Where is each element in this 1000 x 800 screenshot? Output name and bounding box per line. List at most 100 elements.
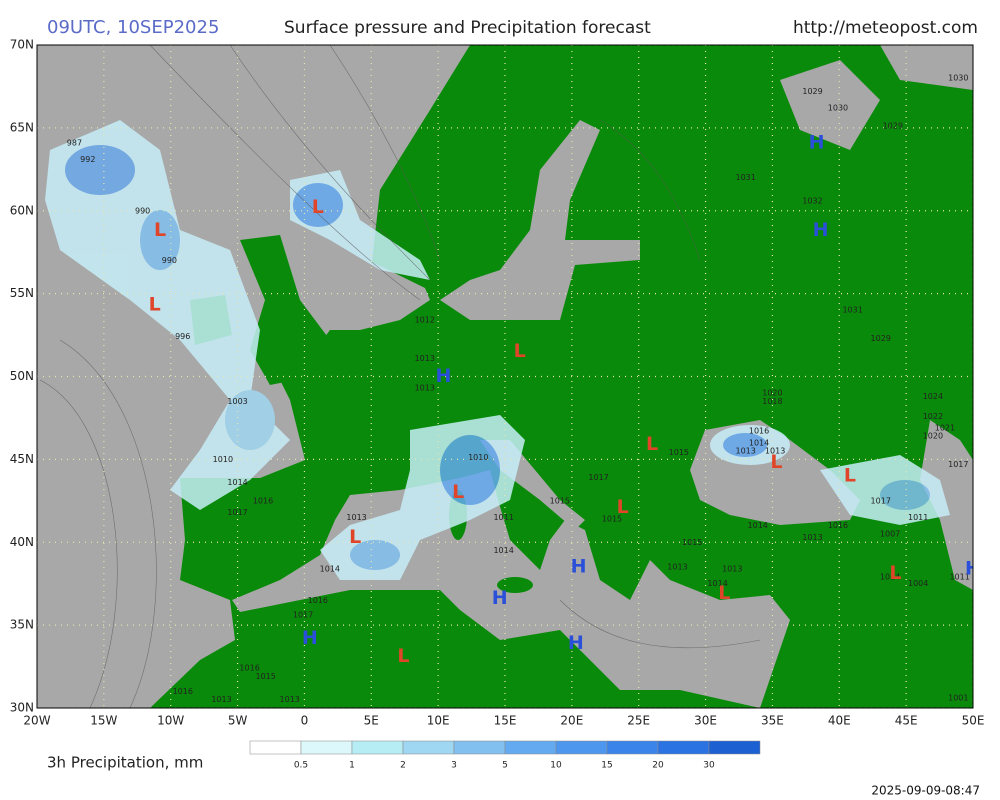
legend-level: 30 [703,761,715,771]
isobar-label: 1016 [308,596,328,605]
lon-tick-label: 20W [23,714,50,728]
lon-tick-label: 15W [90,714,117,728]
isobar-label: 990 [135,206,150,215]
lon-tick-label: 0 [301,714,309,728]
isobar-label: 1003 [227,397,247,406]
isobar-label: 1030 [948,74,968,83]
isobar-label: 1016 [239,664,259,673]
isobar-label: 1013 [415,354,435,363]
isobar-label: 1016 [828,521,848,530]
lon-tick-label: 5W [228,714,248,728]
map-title: Surface pressure and Precipitation forec… [284,18,651,38]
isobar-label: 1018 [762,397,782,406]
legend-level: 5 [502,761,508,771]
isobar-label: 1015 [669,448,689,457]
legend-swatch [708,740,761,755]
lon-tick-label: 15E [494,714,517,728]
pressure-center: L [452,481,464,503]
isobar-label: 1014 [493,546,513,555]
lat-tick-label: 40N [10,535,34,549]
legend-swatch [606,740,659,755]
isobar-label: 1020 [923,432,943,441]
lat-tick-label: 55N [10,286,34,300]
isobar-label: 1014 [320,564,340,573]
pressure-center: L [349,526,361,548]
isobar-label: 1020 [762,389,782,398]
lat-tick-label: 60N [10,203,34,217]
pressure-center: H [965,557,981,579]
isobar-label: 1004 [908,579,928,588]
isobar-label: 1011 [949,573,969,582]
isobar-label: 1013 [722,564,742,573]
isobar-label: 1032 [802,196,822,205]
isobar-label: 1015 [602,515,622,524]
pressure-center: L [397,645,409,667]
forecast-time: 09UTC, 10SEP2025 [47,17,219,38]
lon-tick-label: 45E [895,714,918,728]
isobar-label: 1013 [736,447,756,456]
legend-level: 1 [349,761,355,771]
isobar-label: 1010 [468,453,488,462]
pressure-center: L [149,294,161,316]
legend: 0.5 1 2 3 5 10 15 20 30 [249,740,761,771]
pressure-center: H [809,131,825,153]
legend-swatch [504,740,557,755]
isobar-label: 1024 [923,392,943,401]
isobar-label: 1015 [550,496,570,505]
pressure-center: L [770,451,782,473]
isobar-label: 1013 [667,563,687,572]
legend-level: 3 [451,761,457,771]
isobar-label: 1029 [871,334,891,343]
legend-level: 2 [400,761,406,771]
isobar-label: 987 [67,138,82,147]
legend-level: 15 [601,761,612,771]
isobar-label: 1013 [211,695,231,704]
pressure-center: L [154,219,166,241]
isobar-label: 1015 [255,672,275,681]
map-frame [36,44,974,709]
lon-tick-label: 10W [157,714,184,728]
isobar-label: 1015 [682,538,702,547]
lon-tick-label: 35E [761,714,784,728]
pressure-center: H [813,219,829,241]
axis-labels: 20W 15W 10W 5W 0 5E 10E 15E 20E 25E 30E 35E 40E 45E 50… [10,38,985,728]
isobar-label: 1017 [588,473,608,482]
pressure-center: L [718,582,730,604]
isobar-label: 1011 [493,513,513,522]
isobar-label: 996 [175,332,190,341]
lon-tick-label: 5E [364,714,379,728]
isobar-label: 1007 [880,529,900,538]
pressure-center: L [889,562,901,584]
legend-level: 0.5 [294,761,308,771]
legend-swatch [249,740,302,755]
isobar-label: 1010 [213,455,233,464]
isobar-label: 1013 [346,513,366,522]
pressure-center: L [312,196,324,218]
isobar-label: 1012 [415,316,435,325]
isobar-label: 1017 [293,611,313,620]
legend-level: 20 [652,761,664,771]
isobar-label: 1021 [935,423,955,432]
isobar-label: 990 [162,256,177,265]
pressure-center: H [568,632,584,654]
isobar-label: 1031 [736,173,756,182]
isobars [39,45,761,708]
isobar-label: 1016 [173,687,193,696]
legend-level: 10 [550,761,562,771]
isobar-label: 1029 [883,122,903,131]
isobar-label: 1011 [908,513,928,522]
isobar-label: 1017 [948,460,968,469]
lat-tick-label: 50N [10,369,34,383]
lon-tick-label: 30E [694,714,717,728]
lon-tick-label: 20E [560,714,583,728]
legend-swatch [300,740,353,755]
lat-tick-label: 65N [10,120,34,134]
isobar-label: 1029 [802,87,822,96]
isobar-label: 1013 [280,695,300,704]
isobar-label: 1014 [227,478,247,487]
map: 9879929909909961003101010141016101710131… [36,44,981,709]
isobar-label: 1030 [828,103,848,112]
lon-tick-label: 10E [427,714,450,728]
isobar-label: 1001 [948,694,968,703]
